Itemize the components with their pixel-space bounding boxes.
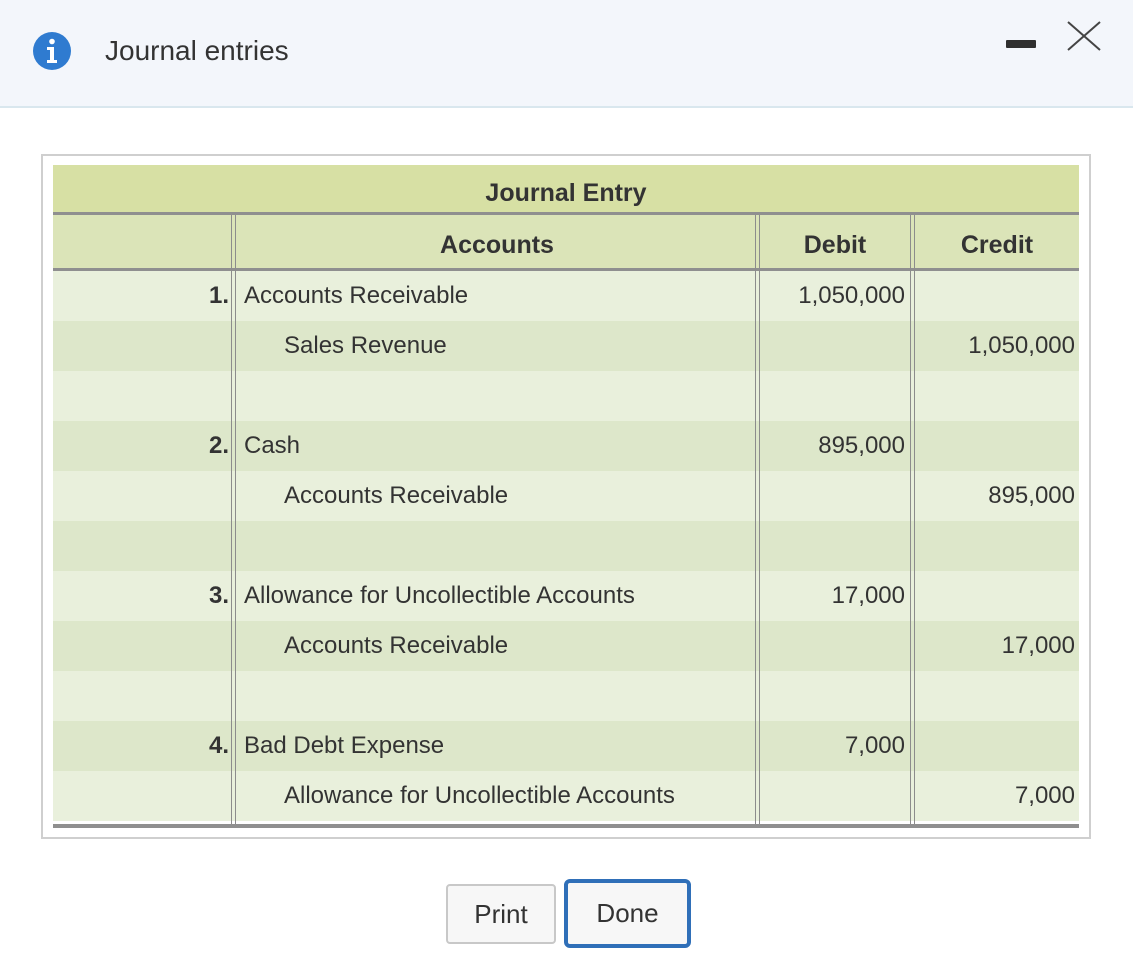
table-bottom-border — [53, 824, 1079, 828]
table-row: 2. Cash 895,000 — [53, 421, 1079, 471]
column-divider — [910, 215, 911, 827]
table-row: 4. Bad Debt Expense 7,000 — [53, 721, 1079, 771]
debit-account-name: Cash — [244, 432, 301, 459]
table-row — [53, 521, 1079, 571]
debit-account-name: Accounts Receivable — [244, 282, 469, 309]
credit-amount: 1,050,000 — [968, 332, 1075, 359]
table-row: Accounts Receivable 895,000 — [53, 471, 1079, 521]
info-icon — [33, 32, 71, 70]
dialog-title: Journal entries — [105, 35, 289, 66]
column-divider — [235, 215, 236, 827]
credit-amount: 7,000 — [1014, 782, 1075, 809]
table-row — [53, 671, 1079, 721]
table-row: 1. Accounts Receivable 1,050,000 — [53, 271, 1079, 321]
credit-amount: 895,000 — [988, 482, 1075, 509]
credit-account-name: Accounts Receivable — [284, 482, 509, 509]
table-row — [53, 371, 1079, 421]
column-divider — [759, 215, 760, 827]
accounts-header: Accounts — [440, 231, 554, 259]
column-divider — [914, 215, 915, 827]
credit-account-name: Sales Revenue — [284, 332, 447, 359]
column-divider — [755, 215, 756, 827]
debit-amount: 7,000 — [844, 732, 905, 759]
journal-entry-table: Journal Entry Accounts Debit Credit 1. Ac… — [53, 165, 1079, 828]
entry-number: 4. — [208, 732, 229, 759]
table-title: Journal Entry — [53, 165, 1079, 215]
debit-amount: 17,000 — [831, 582, 905, 609]
entry-number: 2. — [208, 432, 229, 459]
credit-amount: 17,000 — [1001, 632, 1075, 659]
debit-account-name: Allowance for Uncollectible Accounts — [244, 582, 635, 609]
print-button[interactable]: Print — [446, 884, 556, 944]
minimize-icon[interactable] — [1006, 36, 1036, 52]
debit-amount: 895,000 — [818, 432, 905, 459]
done-button[interactable]: Done — [564, 879, 691, 948]
credit-header: Credit — [960, 231, 1034, 259]
entry-number: 1. — [208, 282, 229, 309]
table-row: Accounts Receivable 17,000 — [53, 621, 1079, 671]
close-icon[interactable] — [1066, 20, 1102, 52]
table-row: Sales Revenue 1,050,000 — [53, 321, 1079, 371]
debit-header: Debit — [803, 231, 867, 259]
debit-amount: 1,050,000 — [798, 282, 905, 309]
table-row: Allowance for Uncollectible Accounts 7,00… — [53, 771, 1079, 821]
debit-account-name: Bad Debt Expense — [244, 732, 445, 759]
dialog-title-bar: Journal entries — [0, 0, 1133, 108]
table-row: 3. Allowance for Uncollectible Accounts 17… — [53, 571, 1079, 621]
column-divider — [231, 215, 232, 827]
credit-account-name: Accounts Receivable — [284, 632, 509, 659]
credit-account-name: Allowance for Uncollectible Accounts — [284, 782, 675, 809]
table-header-row: Accounts Debit Credit — [53, 215, 1079, 271]
entry-number: 3. — [208, 582, 229, 609]
